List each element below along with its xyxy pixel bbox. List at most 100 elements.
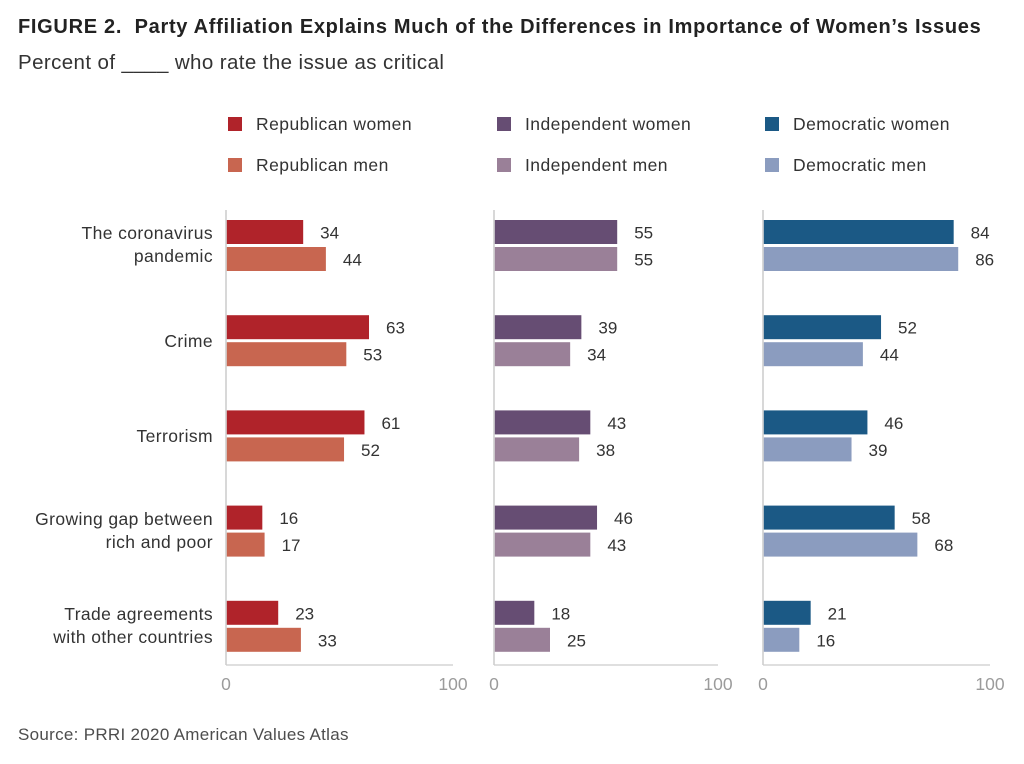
data-label-independent-men-crime: 34 <box>587 346 606 365</box>
x-tick-label: 100 <box>703 674 732 694</box>
data-label-independent-women-crime: 39 <box>598 319 617 338</box>
x-tick-label: 0 <box>758 674 768 694</box>
bar-democratic-women-crime <box>763 315 882 340</box>
bar-independent-men-growing-gap-between <box>494 532 591 557</box>
legend-item-independent-men: Independent men <box>497 153 668 177</box>
bar-independent-women-growing-gap-between <box>494 505 598 530</box>
data-label-democratic-women-the-coronavirus: 84 <box>971 224 990 243</box>
data-label-democratic-men-the-coronavirus: 86 <box>975 251 994 270</box>
category-label: Crime <box>0 311 213 371</box>
data-label-democratic-women-trade-agreements: 21 <box>828 604 847 623</box>
legend-label: Democratic men <box>793 155 927 175</box>
data-label-independent-women-growing-gap-between: 46 <box>614 509 633 528</box>
legend-swatch <box>765 117 779 131</box>
source-note: Source: PRRI 2020 American Values Atlas <box>18 725 349 744</box>
legend-label: Independent men <box>525 155 668 175</box>
x-tick-label: 100 <box>438 674 467 694</box>
bar-independent-men-trade-agreements <box>494 627 550 652</box>
data-label-republican-women-growing-gap-between: 16 <box>279 509 298 528</box>
bar-democratic-men-terrorism <box>763 437 852 462</box>
data-label-republican-women-terrorism: 61 <box>381 414 400 433</box>
data-label-democratic-women-growing-gap-between: 58 <box>912 509 931 528</box>
bar-independent-men-the-coronavirus <box>494 247 618 271</box>
category-label: Trade agreements with other countries <box>0 596 213 656</box>
legend-item-republican-men: Republican men <box>228 153 389 177</box>
legend-item-democratic-men: Democratic men <box>765 153 927 177</box>
panel-democratic: 84 52 46 58 21 86 44 39 68 16 0 100 <box>758 210 1005 694</box>
data-label-republican-women-the-coronavirus: 34 <box>320 224 339 243</box>
data-label-independent-men-growing-gap-between: 43 <box>607 536 626 555</box>
data-label-independent-men-the-coronavirus: 55 <box>634 251 653 270</box>
legend-item-democratic-women: Democratic women <box>765 112 950 136</box>
data-label-republican-women-crime: 63 <box>386 319 405 338</box>
legend-swatch <box>497 158 511 172</box>
bar-democratic-men-the-coronavirus <box>763 247 959 271</box>
data-label-democratic-men-growing-gap-between: 68 <box>934 536 953 555</box>
data-label-democratic-women-crime: 52 <box>898 319 917 338</box>
data-label-republican-men-growing-gap-between: 17 <box>282 536 301 555</box>
data-label-democratic-men-terrorism: 39 <box>869 441 888 460</box>
bar-independent-men-crime <box>494 342 571 367</box>
bar-republican-men-trade-agreements <box>226 627 301 652</box>
data-label-democratic-women-terrorism: 46 <box>884 414 903 433</box>
category-label-text: The coronavirus pandemic <box>81 223 213 266</box>
data-label-republican-men-crime: 53 <box>363 346 382 365</box>
data-label-independent-women-the-coronavirus: 55 <box>634 224 653 243</box>
panel-republican: 34 63 61 16 23 44 53 52 17 33 0 100 <box>221 210 468 694</box>
bar-independent-women-crime <box>494 315 582 340</box>
x-tick-label: 0 <box>221 674 231 694</box>
data-label-republican-men-the-coronavirus: 44 <box>343 251 362 270</box>
chart-subtitle: Percent of ____ who rate the issue as cr… <box>18 51 445 74</box>
category-label: Terrorism <box>0 406 213 466</box>
legend-label: Democratic women <box>793 114 950 134</box>
category-label-text: Terrorism <box>136 425 213 446</box>
data-label-republican-men-trade-agreements: 33 <box>318 631 337 650</box>
bar-republican-women-trade-agreements <box>226 600 279 625</box>
chart-title: FIGURE 2. Party Affiliation Explains Muc… <box>18 16 982 38</box>
bar-democratic-women-growing-gap-between <box>763 505 895 530</box>
bar-democratic-women-the-coronavirus <box>763 220 954 244</box>
bar-republican-men-the-coronavirus <box>226 247 326 271</box>
data-label-republican-men-terrorism: 52 <box>361 441 380 460</box>
data-label-democratic-men-crime: 44 <box>880 346 899 365</box>
bar-democratic-women-trade-agreements <box>763 600 811 625</box>
category-label: Growing gap between rich and poor <box>0 501 213 561</box>
bar-independent-women-the-coronavirus <box>494 220 618 244</box>
bar-republican-women-the-coronavirus <box>226 220 304 244</box>
legend-swatch <box>228 158 242 172</box>
bar-independent-women-trade-agreements <box>494 600 535 625</box>
category-label: The coronavirus pandemic <box>0 215 213 275</box>
legend-swatch <box>497 117 511 131</box>
bar-republican-women-terrorism <box>226 410 365 435</box>
data-label-independent-men-terrorism: 38 <box>596 441 615 460</box>
bar-democratic-men-crime <box>763 342 863 367</box>
x-tick-label: 100 <box>975 674 1004 694</box>
data-label-independent-men-trade-agreements: 25 <box>567 631 586 650</box>
category-label-text: Trade agreements with other countries <box>53 604 213 647</box>
x-tick-label: 0 <box>489 674 499 694</box>
bar-republican-women-growing-gap-between <box>226 505 263 530</box>
bar-republican-men-terrorism <box>226 437 345 462</box>
bar-republican-men-growing-gap-between <box>226 532 265 557</box>
bar-democratic-women-terrorism <box>763 410 868 435</box>
legend-item-independent-women: Independent women <box>497 112 691 136</box>
bar-republican-women-crime <box>226 315 370 340</box>
legend-swatch <box>765 158 779 172</box>
data-label-independent-women-trade-agreements: 18 <box>551 604 570 623</box>
bar-democratic-men-growing-gap-between <box>763 532 918 557</box>
data-label-republican-women-trade-agreements: 23 <box>295 604 314 623</box>
legend-swatch <box>228 117 242 131</box>
data-label-independent-women-terrorism: 43 <box>607 414 626 433</box>
bar-independent-men-terrorism <box>494 437 580 462</box>
legend-item-republican-women: Republican women <box>228 112 412 136</box>
bar-democratic-men-trade-agreements <box>763 627 800 652</box>
legend-label: Republican men <box>256 155 389 175</box>
bar-republican-men-crime <box>226 342 347 367</box>
data-label-democratic-men-trade-agreements: 16 <box>816 631 835 650</box>
category-label-text: Crime <box>164 330 213 351</box>
panel-independent: 55 39 43 46 18 55 34 38 43 25 0 100 <box>489 210 733 694</box>
bar-independent-women-terrorism <box>494 410 591 435</box>
legend-label: Independent women <box>525 114 692 134</box>
